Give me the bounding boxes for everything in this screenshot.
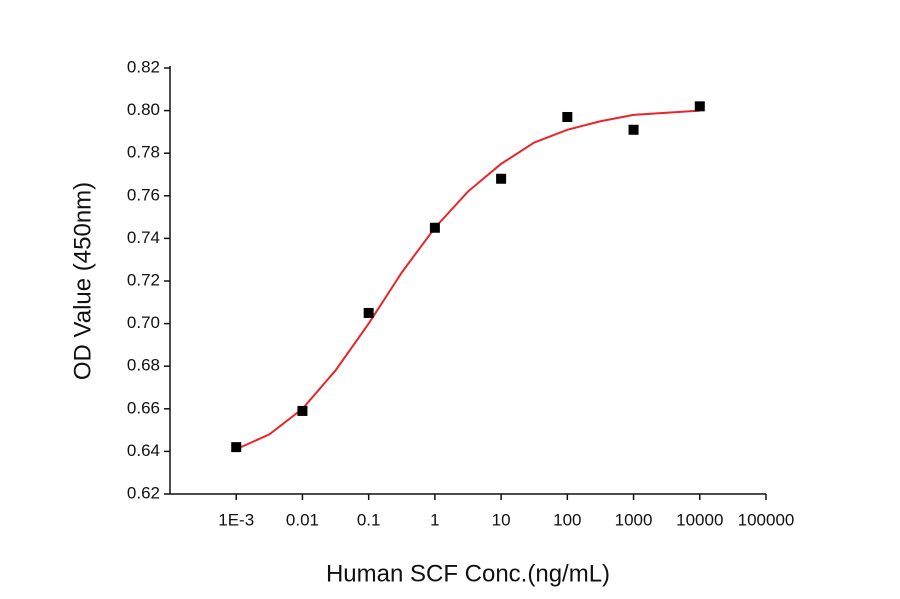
y-tick-label: 0.72	[127, 270, 160, 289]
data-point	[231, 442, 242, 453]
y-tick-label: 0.76	[127, 185, 160, 204]
x-tick-label: 1000	[615, 510, 653, 529]
x-tick-label: 1	[430, 510, 439, 529]
y-tick-label: 0.70	[127, 313, 160, 332]
y-axis-title: OD Value (450nm)	[69, 182, 96, 380]
y-tick-label: 0.82	[127, 57, 160, 76]
x-tick-label: 0.01	[286, 510, 319, 529]
data-point	[297, 405, 308, 416]
x-tick-label: 100000	[738, 510, 795, 529]
y-tick-label: 0.62	[127, 483, 160, 502]
x-tick-label: 100	[553, 510, 581, 529]
data-point	[562, 111, 573, 122]
x-tick-label: 10000	[676, 510, 723, 529]
data-point	[363, 307, 374, 318]
x-axis-title: Human SCF Conc.(ng/mL)	[326, 560, 610, 587]
x-tick-label: 10	[492, 510, 511, 529]
x-tick-label: 1E-3	[218, 510, 254, 529]
y-tick-label: 0.78	[127, 143, 160, 162]
x-tick-label: 0.1	[357, 510, 381, 529]
data-point	[628, 124, 639, 135]
data-point	[429, 222, 440, 233]
data-point	[694, 101, 705, 112]
data-point	[496, 173, 507, 184]
y-tick-label: 0.68	[127, 356, 160, 375]
y-tick-label: 0.64	[127, 441, 160, 460]
y-tick-label: 0.80	[127, 100, 160, 119]
y-tick-label: 0.66	[127, 398, 160, 417]
y-tick-label: 0.74	[127, 228, 160, 247]
fit-curve	[235, 109, 700, 451]
